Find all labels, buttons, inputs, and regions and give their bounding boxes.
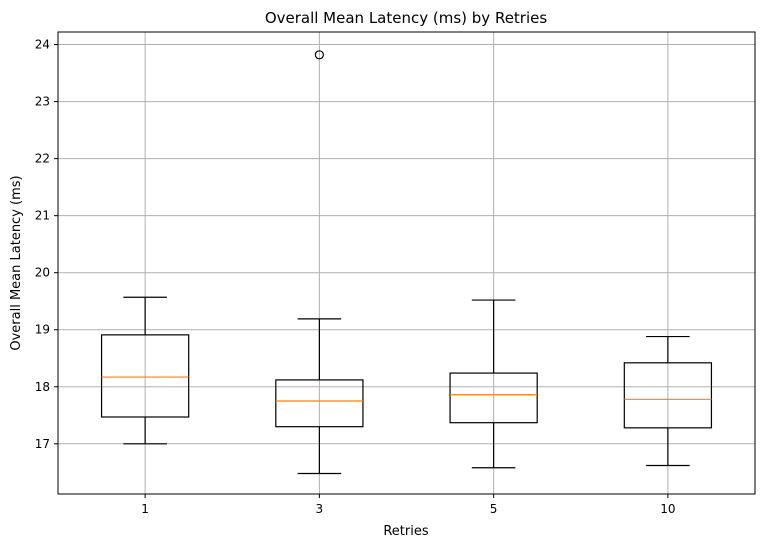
- y-tick-label: 17: [35, 437, 50, 451]
- outlier-point: [314, 50, 324, 60]
- iqr-box: [449, 372, 538, 424]
- iqr-box: [275, 379, 364, 428]
- y-axis-label: Overall Mean Latency (ms): [9, 175, 24, 350]
- y-tick-label: 18: [35, 380, 50, 394]
- axis-ticks: 17 18 19 20 21 22 23 24 1 3 5 10: [35, 38, 676, 516]
- y-tick-label: 21: [35, 209, 50, 223]
- x-tick-label: 5: [490, 502, 498, 516]
- y-tick-label: 20: [35, 266, 50, 280]
- y-tick-label: 23: [35, 95, 50, 109]
- box-group-1: [100, 296, 190, 445]
- boxes: [100, 50, 713, 475]
- x-axis-label: Retries: [383, 524, 428, 539]
- iqr-box: [623, 362, 713, 429]
- box-group-10: [623, 335, 713, 467]
- grid: [58, 32, 755, 494]
- x-tick-label: 3: [316, 502, 324, 516]
- box-group-5: [449, 299, 538, 469]
- x-tick-label: 1: [141, 502, 149, 516]
- box-group-3: [275, 50, 364, 475]
- y-tick-label: 22: [35, 152, 50, 166]
- iqr-box: [100, 334, 190, 418]
- chart-title: Overall Mean Latency (ms) by Retries: [265, 9, 548, 27]
- plot-frame: [57, 31, 756, 495]
- x-tick-label: 10: [660, 502, 675, 516]
- y-tick-label: 24: [35, 38, 50, 52]
- y-tick-label: 19: [35, 323, 50, 337]
